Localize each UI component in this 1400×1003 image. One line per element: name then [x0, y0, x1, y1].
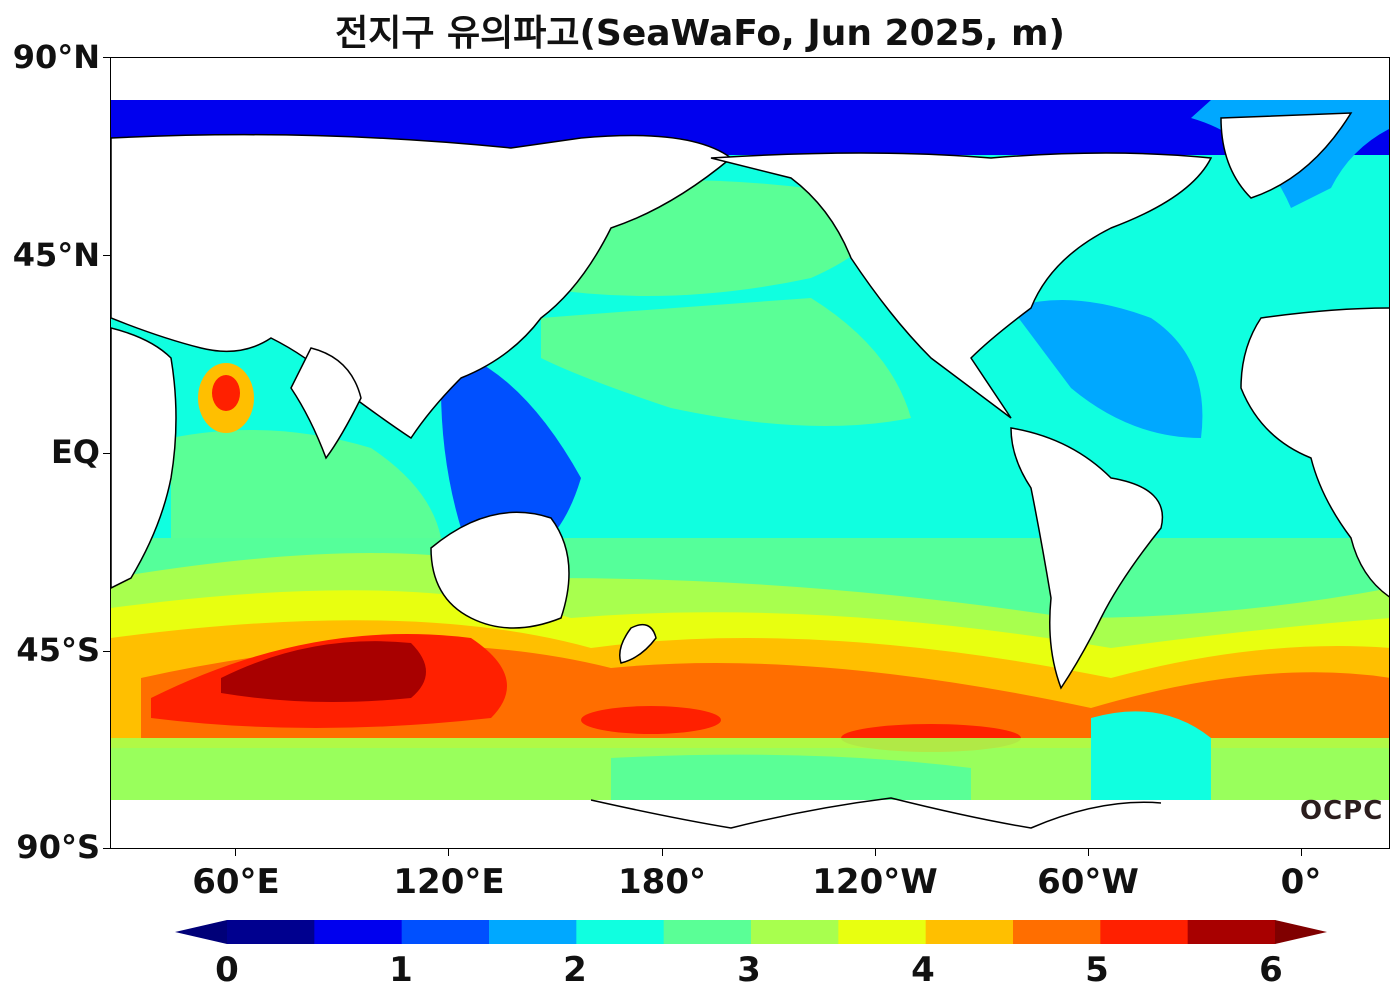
colorbar-cell: [925, 920, 1014, 944]
wave-height-map: [110, 57, 1390, 849]
lon-label-120e: 120°E: [393, 862, 505, 902]
south-pacific-peak: [581, 706, 721, 734]
lon-tick: [235, 849, 236, 856]
lon-tick: [1088, 849, 1089, 856]
land-group: [111, 112, 1389, 848]
weddell-band: [1091, 711, 1211, 800]
india: [290, 347, 362, 460]
greenland: [1220, 112, 1353, 199]
colorbar-cell: [401, 920, 490, 944]
colorbar-label-2: 2: [563, 950, 587, 990]
colorbar-cell: [838, 920, 927, 944]
lat-label-45s: 45°S: [16, 631, 100, 669]
colorbar-cell: [663, 920, 752, 944]
lat-tick: [103, 848, 110, 849]
lon-label-0: 0°: [1280, 862, 1322, 902]
lat-tick: [103, 255, 110, 256]
lon-label-120w: 120°W: [812, 862, 938, 902]
lat-label-eq: EQ: [50, 433, 100, 471]
maritime-continent-band: [441, 358, 581, 562]
colorbar-cell: [751, 920, 839, 944]
colorbar-over-arrow: [1275, 920, 1327, 944]
australia: [430, 511, 570, 629]
colorbar-label-6: 6: [1259, 950, 1283, 990]
lat-label-45n: 45°N: [12, 236, 100, 274]
lon-label-60e: 60°E: [192, 862, 280, 902]
africa-east: [111, 327, 177, 589]
pacific-tropics-band: [541, 298, 911, 426]
antarctica: [111, 800, 1389, 848]
new-zealand: [619, 623, 657, 664]
lat-tick: [103, 651, 110, 652]
colorbar-label-3: 3: [737, 950, 761, 990]
colorbar-cell: [314, 920, 403, 944]
ocpc-logo: OCPC: [1300, 796, 1384, 826]
colorbar-under-arrow: [175, 920, 227, 944]
lon-tick: [875, 849, 876, 856]
colorbar-cell: [576, 920, 665, 944]
colorbar-cell: [227, 920, 315, 944]
colorbar-cell: [1100, 920, 1189, 944]
lat-label-90s: 90°S: [16, 828, 100, 866]
antarctic-coast: [590, 797, 1162, 829]
colorbar-label-4: 4: [911, 950, 935, 990]
colorbar-label-1: 1: [389, 950, 413, 990]
lon-tick: [448, 849, 449, 856]
south-indian-max: [221, 641, 426, 702]
colorbar-label-0: 0: [215, 950, 239, 990]
lon-tick: [1301, 849, 1302, 856]
map-canvas: [111, 100, 1389, 848]
south-america: [1010, 427, 1164, 690]
colorbar-label-5: 5: [1085, 950, 1109, 990]
indian-tropics-band: [171, 430, 441, 538]
arabian-sea-peak: [212, 375, 240, 411]
ross-sea-band: [611, 754, 971, 800]
colorbar-cell: [1187, 920, 1276, 944]
lon-label-180: 180°: [618, 862, 706, 902]
colorbar: [175, 920, 1327, 944]
lon-label-60w: 60°W: [1037, 862, 1139, 902]
lat-label-90n: 90°N: [12, 38, 100, 76]
colorbar-cell: [1013, 920, 1101, 944]
north-america: [710, 152, 1213, 419]
africa-west: [1240, 307, 1389, 598]
north-atlantic-west-band: [1011, 300, 1203, 438]
lon-tick: [662, 849, 663, 856]
lat-tick: [103, 57, 110, 58]
eurasia: [111, 133, 733, 440]
colorbar-cell: [489, 920, 577, 944]
map-title: 전지구 유의파고(SeaWaFo, Jun 2025, m): [335, 13, 1065, 54]
lat-tick: [103, 453, 110, 454]
